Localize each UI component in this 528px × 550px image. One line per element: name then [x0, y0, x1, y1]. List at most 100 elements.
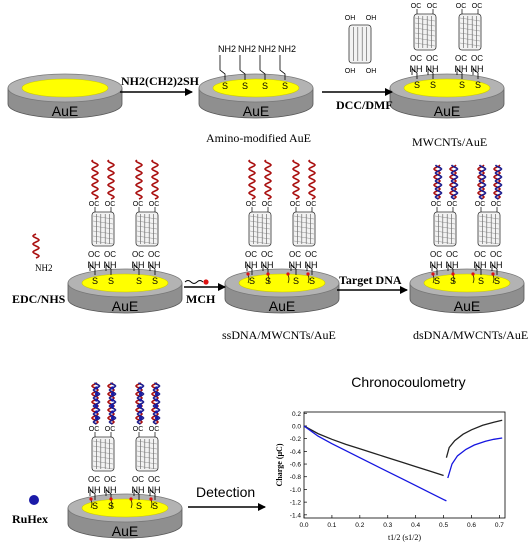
carbonyl-label: OC — [88, 250, 100, 259]
dsdna-strands — [432, 164, 503, 200]
thiol-label: S — [108, 501, 114, 511]
ruhex-bead — [94, 404, 99, 408]
mwcnt-tube — [135, 211, 159, 247]
ssdna-strand — [150, 159, 160, 200]
amine-label: NH — [148, 260, 161, 270]
mwcnt-lattice — [249, 230, 271, 235]
mwcnt-lattice — [414, 42, 436, 47]
dsdna-strand-a — [448, 164, 458, 200]
mch-surface-chain — [110, 499, 113, 509]
carbonyl-top-label: OC — [89, 426, 100, 433]
thiol-label: S — [242, 81, 248, 91]
thiol-label: S — [430, 80, 436, 90]
thiol-label: S — [249, 276, 255, 286]
x-tick-label: 0.4 — [411, 522, 420, 529]
carbonyl-label: OC — [132, 475, 144, 484]
carbonyl-label: OC — [471, 54, 483, 63]
thiol-label: S — [293, 276, 299, 286]
amine-label: NH — [490, 260, 503, 270]
mwcnt-body — [348, 24, 372, 64]
mch-surface-chain — [452, 274, 455, 284]
mwcnt-tube — [458, 13, 482, 51]
alkyl-chain — [456, 68, 463, 79]
ssdna-strand — [291, 159, 301, 200]
mch-surface-head — [89, 497, 93, 501]
mwcnt-lattice — [293, 230, 315, 235]
mwcnt-lattice — [459, 37, 481, 42]
mwcnt-lattice — [92, 450, 114, 455]
ssdna-strand — [106, 159, 116, 200]
ruhex-reagent-icon — [29, 495, 39, 505]
carbonyl-top-label: OC — [133, 426, 144, 433]
x-tick-label: 0.6 — [467, 522, 476, 529]
mch-surface-chain — [247, 274, 250, 284]
mwcnt-lattice — [414, 17, 436, 22]
ruhex-bead — [138, 386, 143, 390]
mwcnt-lattice — [92, 445, 114, 450]
ruhex-bead — [110, 386, 115, 390]
ruhex-bead — [110, 410, 115, 414]
alkyl-chain — [105, 489, 112, 500]
step6-action-label: Detection — [196, 484, 256, 500]
amine-label: NH — [410, 64, 423, 74]
amine-label: NH — [455, 64, 468, 74]
ruhex-bead — [94, 392, 99, 396]
electrode-mwcnts: AuE — [389, 73, 505, 119]
alkyl-chain — [411, 68, 418, 79]
alkyl-chain — [290, 264, 297, 275]
cooh-label: OH — [345, 15, 356, 22]
mwcnt-tube — [292, 211, 316, 247]
mwcnt-lattice — [136, 445, 158, 450]
amine-label: NH — [446, 260, 459, 270]
dsdna-strand-b — [108, 382, 117, 425]
mwcnt-lattice — [136, 225, 158, 230]
mwcnt-lattice — [136, 240, 158, 245]
alkyl-chain — [246, 264, 253, 275]
amine-label: NH — [132, 485, 145, 495]
carbonyl-label: OC — [490, 250, 502, 259]
thiol-label: S — [282, 81, 288, 91]
carbonyl-top-label: OC — [89, 201, 100, 208]
carbonyl-label: OC — [88, 475, 100, 484]
y-tick-label: -1.0 — [290, 487, 302, 494]
mwcnt-lattice — [293, 220, 315, 225]
thiol-label: S — [265, 276, 271, 286]
carbonyl-label: OC — [474, 250, 486, 259]
ruhex-bead — [110, 416, 115, 420]
x-tick-label: 0.2 — [355, 522, 364, 529]
gold-surface — [423, 273, 511, 293]
alkyl-chain — [279, 55, 286, 80]
mwcnt-lattice — [136, 465, 158, 470]
alkyl-chain — [431, 264, 438, 275]
y-tick-label: 0.2 — [292, 411, 301, 418]
mwcnt-lattice — [478, 235, 500, 240]
electrode-amino: AuE — [198, 73, 314, 119]
carbonyl-top-label: OC — [431, 201, 442, 208]
dsdna-strand-a — [492, 164, 502, 200]
mch-surface-chain — [267, 274, 270, 284]
carbonyl-top-label: OC — [149, 426, 160, 433]
carbonyl-label: OC — [455, 54, 467, 63]
step5-product-label: dsDNA/MWCNTs/AuE — [413, 328, 528, 342]
mwcnt-lattice — [293, 240, 315, 245]
electrode-ssdna-pre: AuE — [67, 268, 183, 314]
mwcnt-lattice — [434, 230, 456, 235]
electrode-ssdna: AuE — [224, 268, 340, 314]
ssdna-strand — [247, 159, 257, 200]
alkyl-chain — [133, 489, 140, 500]
mwcnt-lattice — [92, 220, 114, 225]
series-line-black — [445, 419, 503, 458]
mwcnt-lattice — [92, 460, 114, 465]
ruhex-bead — [154, 410, 159, 414]
mwcnt-lattice — [249, 240, 271, 245]
step6-reagent-label: RuHex — [12, 512, 48, 526]
mwcnt-body — [135, 436, 159, 472]
amino-linkers: S NH2 S NH2 S NH2 S NH2 — [218, 44, 296, 91]
ruhex-bead — [110, 404, 115, 408]
mwcnt-lattice — [434, 220, 456, 225]
mwcnt-lattice — [136, 220, 158, 225]
alkyl-chain — [447, 264, 454, 275]
ssdna-strand — [263, 159, 273, 200]
mwcnt-body — [135, 211, 159, 247]
